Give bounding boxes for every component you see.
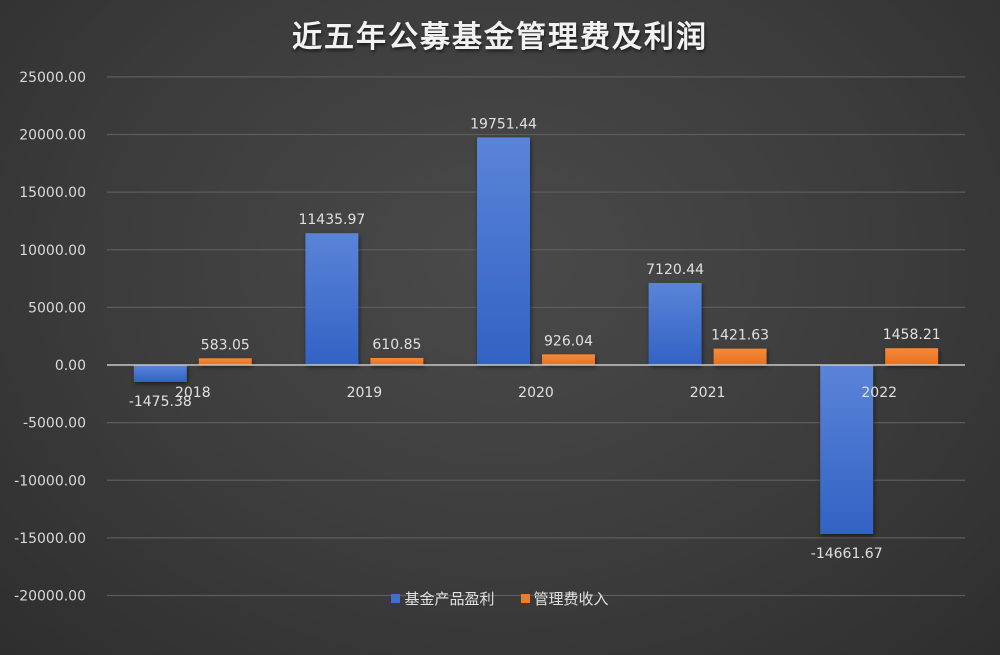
- data-label: 1458.21: [883, 327, 941, 343]
- y-tick-label: -15000.00: [14, 531, 86, 547]
- chart-title: 近五年公募基金管理费及利润: [292, 20, 708, 55]
- bar-profit-2021[interactable]: [648, 282, 702, 365]
- y-tick-label: 25000.00: [19, 70, 86, 86]
- bar-fee-2021[interactable]: [713, 348, 767, 365]
- y-tick-label: 15000.00: [19, 185, 86, 201]
- bar-fee-2018[interactable]: [198, 358, 252, 365]
- y-tick-label: -10000.00: [14, 473, 86, 489]
- data-label: 7120.44: [646, 262, 704, 278]
- bar-profit-2018[interactable]: [133, 365, 187, 383]
- bar-profit-2020[interactable]: [477, 137, 530, 365]
- bar-profit-2022[interactable]: [820, 365, 874, 534]
- y-tick-label: -20000.00: [14, 589, 86, 605]
- y-tick-label: -5000.00: [23, 416, 86, 432]
- data-label: 19751.44: [470, 116, 537, 132]
- data-label: -1475.38: [129, 394, 192, 410]
- data-label: 1421.63: [711, 328, 769, 344]
- data-label: 926.04: [544, 333, 593, 349]
- x-category-label: 2022: [861, 385, 897, 401]
- legend-item-profit[interactable]: 基金产品盈利: [391, 588, 495, 609]
- y-tick-label: 0.00: [55, 358, 86, 374]
- legend-label: 基金产品盈利: [404, 590, 495, 608]
- legend: 基金产品盈利 管理费收入: [0, 588, 1000, 609]
- data-labels: -1475.38 583.05 11435.97 610.85 19751.44 926.…: [129, 116, 941, 562]
- x-category-label: 2019: [347, 385, 383, 401]
- legend-label: 管理费收入: [533, 590, 609, 608]
- data-label: 583.05: [201, 337, 250, 353]
- legend-swatch-blue-icon: [391, 594, 401, 603]
- x-category-label: 2021: [690, 385, 726, 401]
- data-label: 11435.97: [298, 212, 365, 228]
- legend-item-fee[interactable]: 管理费收入: [520, 588, 609, 609]
- bars: [133, 137, 939, 534]
- data-label: 610.85: [372, 337, 421, 353]
- bar-fee-2020[interactable]: [542, 354, 595, 365]
- legend-swatch-orange-icon: [520, 594, 530, 603]
- y-axis: 25000.00 20000.00 15000.00 10000.00 5000.00 0…: [14, 70, 86, 605]
- bar-fee-2019[interactable]: [370, 357, 424, 365]
- bar-profit-2019[interactable]: [305, 233, 359, 365]
- data-label: -14661.67: [811, 546, 883, 562]
- y-tick-label: 5000.00: [28, 300, 86, 316]
- y-tick-label: 20000.00: [19, 128, 86, 144]
- x-category-label: 2018: [175, 385, 211, 401]
- bar-fee-2022[interactable]: [885, 348, 939, 365]
- y-tick-label: 10000.00: [19, 243, 86, 259]
- x-category-label: 2020: [518, 385, 554, 401]
- x-axis: 2018 2019 2020 2021 2022: [175, 385, 897, 401]
